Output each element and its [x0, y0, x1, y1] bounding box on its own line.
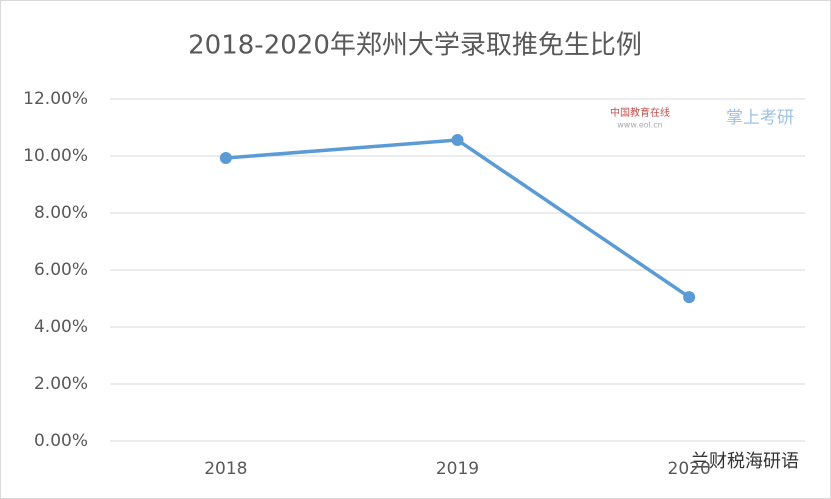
y-tick-label: 2.00%	[34, 374, 88, 394]
data-point	[683, 291, 696, 304]
watermark: 中国教育在线	[610, 106, 670, 119]
y-tick-label: 10.00%	[23, 146, 88, 166]
y-tick-label: 12.00%	[23, 89, 88, 109]
watermark: www.eol.cn	[617, 121, 663, 130]
y-tick-label: 0.00%	[34, 431, 88, 451]
x-tick-label: 2018	[204, 459, 247, 479]
data-point	[451, 134, 464, 147]
data-point	[219, 151, 232, 164]
watermark: 兰财税海研语	[691, 451, 799, 472]
y-tick-label: 6.00%	[34, 260, 88, 280]
chart-title: 2018-2020年郑州大学录取推免生比例	[188, 31, 642, 61]
x-tick-label: 2020	[668, 459, 711, 479]
x-tick-label: 2019	[436, 459, 479, 479]
y-tick-label: 4.00%	[34, 317, 88, 337]
y-tick-label: 8.00%	[34, 203, 88, 223]
watermark: 掌上考研	[726, 108, 794, 128]
